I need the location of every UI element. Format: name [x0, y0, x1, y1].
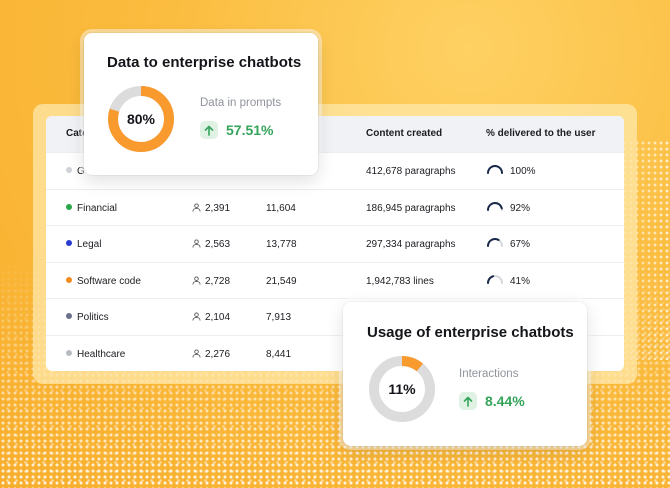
users-count: 2,563: [205, 239, 231, 250]
gauge-icon: [487, 165, 503, 174]
users-count: 2,728: [205, 275, 231, 287]
category-label: Healthcare: [77, 348, 126, 360]
row-users: 2,728: [192, 276, 230, 287]
card-subtitle: Interactions: [459, 368, 519, 380]
category-dot-icon: [66, 313, 72, 319]
donut-chart-data: [108, 86, 174, 152]
user-icon: [192, 239, 201, 248]
pct-value: 41%: [510, 275, 531, 287]
row-prompts: 7,913: [266, 312, 292, 323]
card-title: Data to enterprise chatbots: [107, 54, 302, 71]
table-row[interactable]: G 412,678 paragraphs 100%: [46, 152, 624, 189]
row-prompts: 8,441: [266, 348, 292, 360]
gauge-icon: [487, 201, 503, 211]
table-row[interactable]: Healthcare 2,276 8,441: [46, 334, 624, 372]
row-category: G: [66, 166, 85, 177]
row-users: 2,391: [192, 203, 230, 214]
card-data-to-chatbots[interactable]: Data to enterprise chatbots 80% Data in …: [84, 33, 318, 175]
row-users: 2,563: [192, 239, 230, 250]
row-pct-delivered: 100%: [486, 164, 536, 177]
category-dot-icon: [66, 203, 72, 210]
row-prompts: 21,549: [266, 275, 297, 287]
card-subtitle: Data in prompts: [200, 97, 282, 109]
row-content-created: 297,334 paragraphs: [366, 239, 456, 250]
category-dot-icon: [66, 349, 72, 356]
users-count: 2,276: [205, 348, 231, 360]
table-body: G 412,678 paragraphs 100% Financial 2,391 11,…: [46, 152, 624, 371]
row-users: 2,276: [192, 349, 230, 360]
category-label: Politics: [77, 312, 109, 323]
row-category: Software code: [66, 276, 141, 287]
card-title: Usage of enterprise chatbots: [367, 324, 574, 341]
pct-value: 67%: [510, 239, 531, 250]
row-content-created: 186,945 paragraphs: [366, 202, 456, 214]
row-category: Legal: [66, 239, 101, 250]
pct-value: 92%: [510, 202, 531, 214]
users-count: 2,104: [205, 312, 231, 323]
delta-value: 57.51%: [226, 122, 274, 138]
header-content-created[interactable]: Content created: [366, 128, 443, 139]
user-icon: [192, 312, 201, 321]
category-label: G: [77, 166, 85, 177]
header-pct-delivered[interactable]: % delivered to the user: [486, 128, 596, 139]
row-prompts: 11,604: [266, 202, 296, 214]
donut-arc: [108, 86, 174, 152]
user-icon: [192, 202, 201, 212]
donut-arc: [369, 356, 435, 422]
gauge-icon: [487, 238, 503, 247]
category-dot-icon: [66, 240, 72, 246]
category-label: Legal: [77, 239, 102, 250]
table-row[interactable]: Legal 2,563 13,778 297,334 paragraphs 67%: [46, 225, 624, 262]
delta-indicator: 8.44%: [459, 392, 525, 410]
category-label: Financial: [77, 202, 118, 214]
row-content-created: 1,942,783 lines: [366, 275, 434, 287]
users-count: 2,391: [205, 202, 231, 214]
arrow-up-icon: [459, 392, 477, 410]
delta-indicator: 57.51%: [200, 121, 273, 139]
row-category: Financial: [66, 203, 117, 214]
row-pct-delivered: 67%: [486, 237, 530, 250]
table-row[interactable]: Politics 2,104 7,913: [46, 298, 624, 335]
header-category[interactable]: Cate: [66, 128, 88, 139]
row-category: Healthcare: [66, 349, 125, 360]
row-users: 2,104: [192, 312, 230, 323]
donut-chart-usage: [369, 356, 435, 422]
row-prompts: 13,778: [266, 239, 297, 250]
user-icon: [192, 275, 201, 285]
arrow-up-icon: [200, 121, 218, 139]
row-pct-delivered: 92%: [486, 201, 530, 214]
gauge-icon: [487, 274, 503, 284]
table-row[interactable]: Software code 2,728 21,549 1,942,783 lines 4…: [46, 261, 624, 299]
card-usage-of-chatbots[interactable]: Usage of enterprise chatbots 11% Interac…: [343, 302, 587, 446]
donut-value: 11%: [388, 381, 416, 397]
row-content-created: 412,678 paragraphs: [366, 166, 456, 177]
pct-value: 100%: [510, 166, 536, 177]
category-dot-icon: [66, 276, 72, 283]
row-category: Politics: [66, 312, 109, 323]
category-dot-icon: [66, 167, 72, 173]
donut-value: 80%: [126, 111, 156, 127]
category-label: Software code: [77, 275, 141, 287]
table-row[interactable]: Financial 2,391 11,604 186,945 paragraphs 92…: [46, 188, 624, 226]
user-icon: [192, 348, 201, 358]
delta-value: 8.44%: [485, 393, 525, 409]
row-pct-delivered: 41%: [486, 274, 530, 287]
